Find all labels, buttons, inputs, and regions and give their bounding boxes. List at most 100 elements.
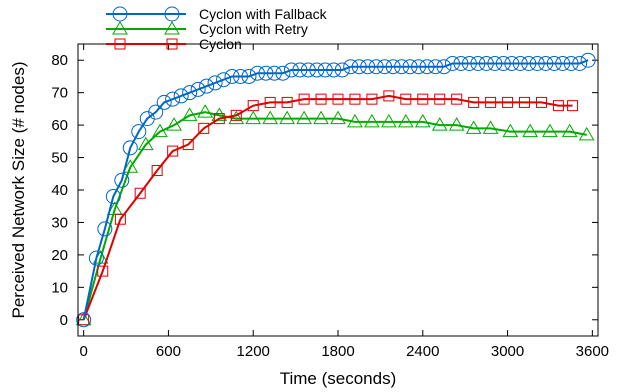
data-point	[414, 113, 431, 128]
x-tick-label: 3600	[576, 343, 609, 360]
data-point	[444, 55, 460, 71]
data-point	[326, 62, 342, 78]
data-point	[88, 250, 104, 266]
data-point	[349, 93, 361, 105]
y-tick-label: 20	[51, 247, 68, 264]
data-point	[397, 113, 414, 128]
data-point	[428, 59, 443, 75]
data-point	[400, 93, 412, 105]
data-point	[97, 221, 113, 237]
legend-label: Cyclon with Fallback	[199, 6, 328, 22]
x-axis-label: Time (seconds)	[280, 369, 397, 388]
x-tick-labels: 0 600 1200 1800 2400 3000 3600	[79, 343, 609, 360]
data-point	[106, 201, 123, 215]
y-axis-label: Perceived Network Size (# nodes)	[9, 61, 28, 318]
y-tick-label: 10	[51, 279, 68, 296]
y-tick-label: 50	[51, 150, 68, 167]
data-point	[470, 55, 486, 71]
data-point	[262, 110, 279, 125]
data-point	[485, 96, 497, 108]
series-line	[82, 111, 587, 321]
data-point	[538, 55, 554, 71]
data-point	[249, 65, 265, 81]
data-point	[546, 55, 562, 71]
legend-marker	[112, 6, 128, 22]
legend-marker	[164, 21, 180, 35]
data-point	[166, 117, 182, 131]
data-point	[247, 100, 259, 112]
series-cyclon-with-retry	[75, 104, 595, 326]
data-point	[114, 213, 126, 225]
data-point	[402, 59, 418, 75]
data-point	[502, 123, 519, 138]
data-point	[281, 96, 293, 108]
data-point	[309, 62, 325, 78]
data-point	[151, 165, 163, 177]
data-point	[364, 113, 380, 128]
data-point	[535, 96, 547, 108]
data-point	[148, 104, 164, 120]
data-point	[478, 55, 494, 71]
data-point	[451, 93, 463, 105]
data-point	[207, 75, 223, 91]
data-point	[296, 110, 312, 125]
data-point	[105, 188, 121, 204]
data-point	[131, 124, 147, 140]
data-point	[181, 107, 198, 121]
y-tick-label: 70	[51, 85, 68, 102]
legend-item-cyclon-with-fallback: Cyclon with Fallback	[106, 6, 328, 22]
data-point	[351, 59, 367, 75]
data-point	[377, 59, 393, 75]
data-point	[114, 172, 130, 188]
data-point	[283, 62, 299, 78]
series-cyclon	[78, 90, 579, 326]
data-point	[279, 110, 296, 125]
data-point	[561, 123, 578, 138]
data-point	[134, 187, 146, 199]
data-point	[264, 96, 276, 108]
data-point	[394, 59, 410, 75]
y-tick-label: 60	[51, 117, 68, 134]
data-point	[122, 140, 138, 156]
data-point	[502, 96, 514, 108]
data-point	[555, 55, 571, 71]
data-point	[334, 62, 350, 78]
series-line	[82, 94, 573, 321]
data-point	[519, 96, 531, 108]
data-point	[461, 55, 477, 71]
data-point	[241, 68, 257, 84]
data-point	[411, 59, 427, 75]
data-point	[97, 265, 109, 277]
plot-series	[75, 52, 596, 328]
data-point	[275, 65, 291, 81]
data-point	[504, 55, 520, 71]
data-point	[213, 113, 225, 125]
data-point	[465, 120, 482, 134]
y-tick-labels: 0 10 20 30 40 50 60 70 80	[51, 52, 68, 329]
legend-marker	[114, 38, 126, 50]
data-point	[76, 312, 92, 328]
data-point	[190, 81, 206, 97]
data-point	[522, 123, 539, 138]
data-point	[347, 113, 363, 128]
data-point	[417, 93, 429, 105]
data-point	[78, 314, 90, 326]
data-point	[468, 96, 480, 108]
data-point	[137, 136, 154, 151]
data-point	[266, 65, 282, 81]
data-point	[431, 117, 448, 131]
data-point	[380, 113, 397, 128]
legend-label: Cyclon with Retry	[199, 21, 308, 37]
data-point	[152, 123, 168, 138]
data-point	[330, 110, 346, 125]
data-point	[182, 139, 194, 151]
data-point	[313, 110, 329, 125]
legend-marker	[112, 21, 128, 35]
data-point	[542, 123, 558, 138]
data-point	[436, 59, 452, 75]
data-point	[448, 117, 465, 131]
plot-frame	[77, 43, 599, 337]
data-point	[199, 78, 215, 94]
